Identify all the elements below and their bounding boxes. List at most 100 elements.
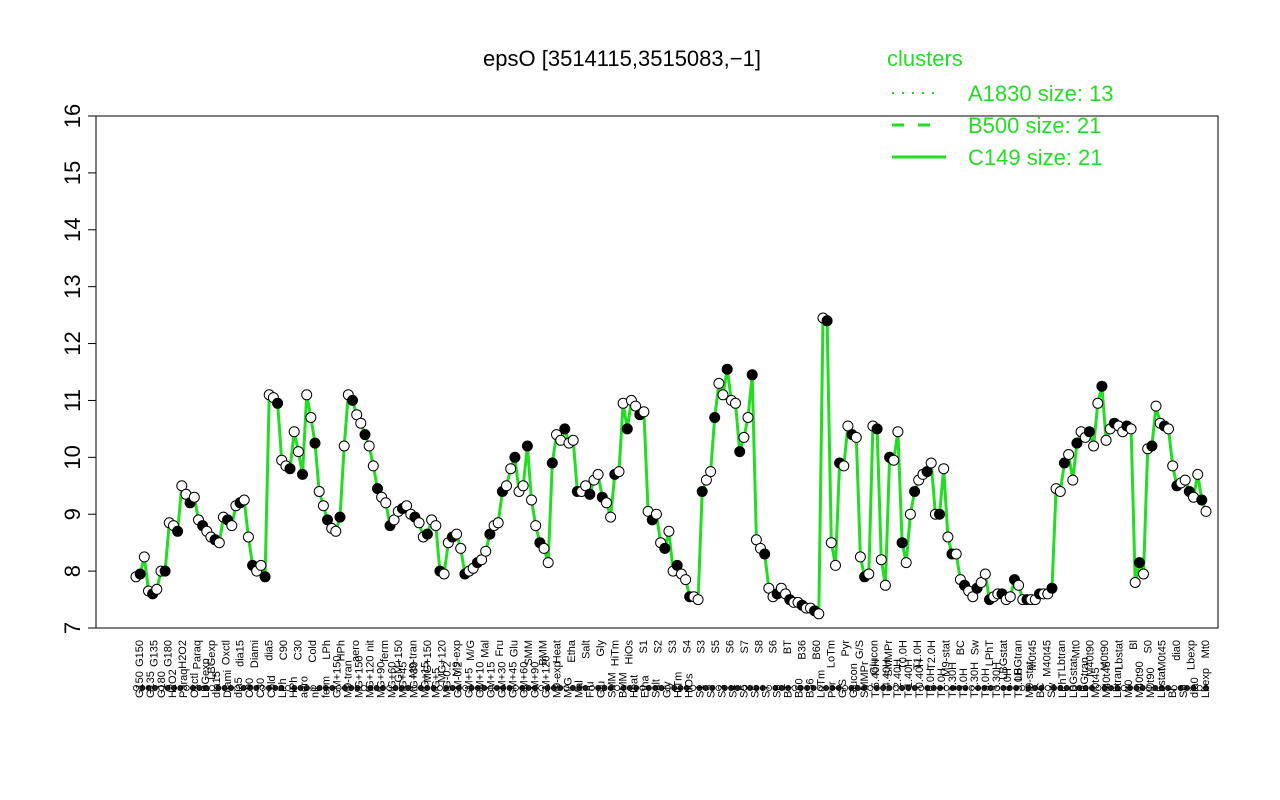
data-point xyxy=(334,511,346,523)
x-marker xyxy=(563,685,570,692)
x-tick-label-lower: M0t45 xyxy=(1090,667,1102,698)
x-marker xyxy=(139,685,146,692)
x-marker xyxy=(417,685,424,692)
x-marker xyxy=(930,685,937,692)
data-point xyxy=(659,542,671,554)
x-tick-label: H2O2 xyxy=(177,640,189,669)
x-tick-label: Sw xyxy=(969,640,981,655)
x-marker xyxy=(411,685,418,692)
x-tick-label-lower: HiTm xyxy=(672,672,684,698)
x-tick-label-lower: M/G xyxy=(563,677,575,698)
x-tick-label-lower: GM+120 xyxy=(541,656,553,699)
x-tick-label: S1 xyxy=(638,640,650,653)
x-tick-label: GM+150 xyxy=(393,640,405,683)
y-tick-label: 15 xyxy=(60,161,85,185)
x-tick-label-lower: dia0 xyxy=(1189,677,1201,698)
data-point xyxy=(1013,579,1025,591)
data-point xyxy=(438,568,450,580)
x-marker xyxy=(531,685,538,692)
data-point xyxy=(188,491,200,503)
data-point xyxy=(900,557,912,569)
x-marker xyxy=(303,685,310,692)
data-point xyxy=(938,463,950,475)
x-marker xyxy=(1044,685,1051,692)
x-marker xyxy=(734,685,741,692)
data-point xyxy=(821,315,833,327)
x-tick-label-lower: BMM xyxy=(617,672,629,698)
data-point xyxy=(517,480,529,492)
x-marker xyxy=(658,685,665,692)
x-marker xyxy=(753,685,760,692)
x-tick-label-lower: S5 xyxy=(738,685,750,698)
data-point xyxy=(1083,426,1095,438)
x-marker xyxy=(810,685,817,692)
data-point xyxy=(979,568,991,580)
x-tick-label-lower: Gly xyxy=(661,681,673,698)
x-marker xyxy=(367,685,374,692)
x-tick-label-lower: MG+120 xyxy=(365,656,377,699)
data-point xyxy=(542,557,554,569)
x-tick-label-lower: M9-tran xyxy=(343,660,355,698)
x-marker xyxy=(994,685,1001,692)
x-marker xyxy=(785,685,792,692)
data-point xyxy=(863,568,875,580)
data-point xyxy=(630,400,642,412)
x-tick-label-lower: C30 xyxy=(255,678,267,698)
data-point xyxy=(359,429,371,441)
x-marker xyxy=(1146,685,1153,692)
x-marker xyxy=(297,685,304,692)
data-point xyxy=(671,559,683,571)
x-tick-label-lower: MG+90 xyxy=(376,662,388,698)
x-marker xyxy=(772,685,779,692)
y-tick-label: 12 xyxy=(60,331,85,355)
x-marker xyxy=(569,685,576,692)
data-point xyxy=(1088,440,1100,452)
x-tick-label-lower: LBGtran xyxy=(1079,657,1091,698)
legend-title: clusters xyxy=(887,46,963,71)
x-marker xyxy=(968,685,975,692)
data-point xyxy=(813,608,825,620)
x-tick-label-lower: Sw xyxy=(1046,683,1058,698)
x-tick-label: MG+120 xyxy=(436,640,448,683)
x-marker xyxy=(975,685,982,692)
x-tick-label-lower: HPh xyxy=(288,677,300,698)
x-tick-label: HiOs xyxy=(624,640,636,665)
x-tick-label-lower: G/S xyxy=(837,679,849,698)
x-axis: G150 G135 G180 H2O2 Paraq LBGexp Oxctl dia15 Dia… xyxy=(132,639,1212,699)
data-point xyxy=(347,394,358,406)
x-tick-label: M9-tran xyxy=(408,640,420,678)
data-point xyxy=(1092,397,1104,409)
data-point xyxy=(1179,474,1191,486)
data-point xyxy=(292,446,304,458)
data-point xyxy=(159,565,171,577)
x-tick-label: nit xyxy=(364,640,376,652)
x-marker xyxy=(455,685,462,692)
data-point xyxy=(363,440,375,452)
data-point xyxy=(650,508,662,520)
data-point xyxy=(713,377,725,389)
data-point xyxy=(734,446,746,458)
data-point xyxy=(638,406,650,418)
x-tick-label-lower: S6 xyxy=(749,685,761,698)
x-tick-label: dia0 xyxy=(1171,640,1183,661)
x-tick-label-lower: BC xyxy=(1035,683,1047,698)
data-point xyxy=(925,457,937,469)
x-tick-label: S3 xyxy=(696,640,708,653)
data-point xyxy=(592,468,604,480)
data-point xyxy=(317,500,329,512)
x-marker xyxy=(576,685,583,692)
data-point xyxy=(559,423,571,435)
x-marker xyxy=(183,685,190,692)
x-tick-label-lower: GM+60 xyxy=(519,662,531,698)
data-point xyxy=(934,508,945,520)
x-marker xyxy=(1158,685,1165,692)
x-tick-label: Bl xyxy=(1128,640,1140,650)
data-point xyxy=(888,454,900,466)
x-marker xyxy=(1013,685,1020,692)
x-marker xyxy=(848,685,855,692)
data-point xyxy=(288,426,300,438)
data-point xyxy=(705,466,717,478)
data-point xyxy=(613,466,625,478)
x-tick-label-lower: MG-0.2 xyxy=(442,661,454,698)
x-tick-label: LPhT xyxy=(984,640,996,667)
